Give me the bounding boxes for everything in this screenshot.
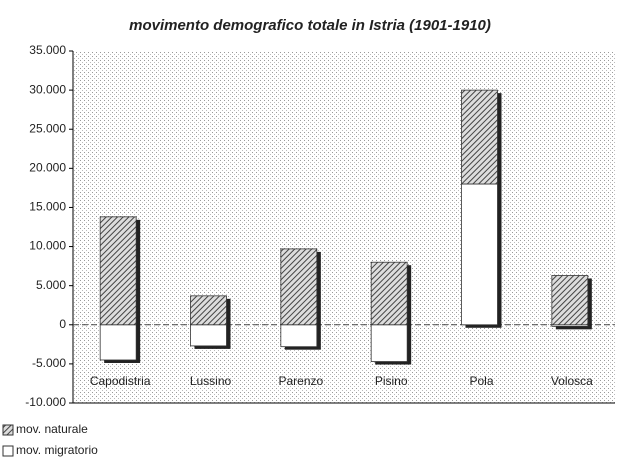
bar-segment — [280, 248, 318, 326]
bar-segment — [190, 295, 227, 326]
y-tick-label: 10.000 — [29, 239, 66, 253]
bar-segment — [461, 183, 498, 326]
bar-segment — [370, 261, 408, 326]
bar-segment — [99, 324, 137, 361]
y-tick-label: -10.000 — [25, 395, 66, 409]
bar-segment — [280, 324, 318, 348]
bar-segment — [370, 324, 408, 362]
y-tick-label: 15.000 — [29, 200, 66, 214]
legend-label: mov. naturale — [16, 422, 88, 436]
bar-segment — [551, 275, 589, 326]
y-tick-label: 20.000 — [29, 161, 66, 175]
x-tick-label: Volosca — [551, 374, 593, 388]
bar-segment — [99, 216, 137, 326]
x-tick-label: Lussino — [190, 374, 232, 388]
chart-title: movimento demografico totale in Istria (… — [129, 17, 491, 34]
y-tick-label: 0 — [59, 317, 66, 331]
y-tick-label: -5.000 — [32, 356, 66, 370]
x-tick-label: Parenzo — [278, 374, 323, 388]
y-tick-label: 25.000 — [29, 121, 66, 135]
x-tick-label: Capodistria — [90, 374, 151, 388]
bar-segment — [190, 324, 227, 347]
legend-swatch — [2, 424, 14, 436]
plot-background — [73, 51, 615, 403]
x-tick-label: Pisino — [375, 374, 408, 388]
legend-label: mov. migratorio — [16, 443, 98, 457]
bar-segment — [461, 89, 498, 185]
y-tick-label: 30.000 — [29, 82, 66, 96]
y-tick-label: 35.000 — [29, 43, 66, 57]
x-tick-label: Pola — [469, 374, 493, 388]
legend-swatch — [2, 445, 14, 457]
y-tick-label: 5.000 — [36, 278, 66, 292]
